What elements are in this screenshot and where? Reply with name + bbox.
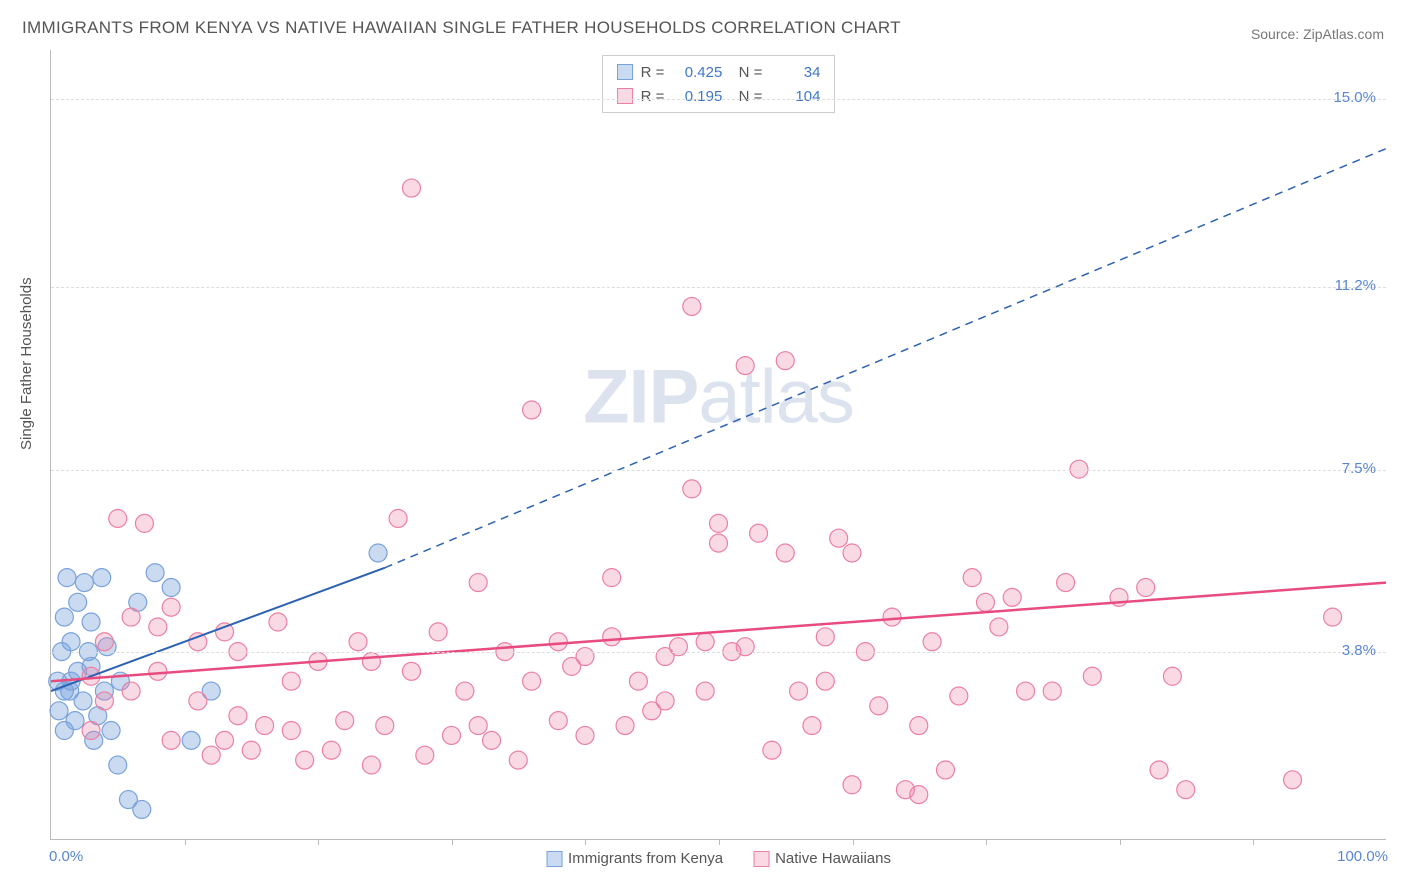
x-tick — [1253, 839, 1254, 845]
stats-r-value-kenya: 0.425 — [672, 64, 722, 81]
chart-area: ZIPatlas R = 0.425 N = 34 R = 0.195 N = … — [50, 50, 1386, 840]
legend-bottom: Immigrants from Kenya Native Hawaiians — [546, 850, 891, 867]
swatch-hawaiian — [617, 88, 633, 104]
x-tick — [853, 839, 854, 845]
trend-line — [51, 583, 1386, 682]
stats-row-hawaiian: R = 0.195 N = 104 — [617, 84, 821, 108]
stats-n-value-kenya: 34 — [770, 64, 820, 81]
swatch-hawaiian — [753, 851, 769, 867]
x-tick — [318, 839, 319, 845]
stats-legend: R = 0.425 N = 34 R = 0.195 N = 104 — [602, 55, 836, 113]
x-max-label: 100.0% — [1337, 848, 1388, 865]
swatch-kenya — [546, 851, 562, 867]
y-tick-label: 7.5% — [1342, 460, 1376, 477]
y-tick-label: 11.2% — [1335, 277, 1376, 294]
gridline — [51, 470, 1386, 471]
stats-n-label: N = — [730, 64, 762, 81]
source-label: Source: ZipAtlas.com — [1251, 26, 1384, 42]
stats-r-label: R = — [641, 64, 665, 81]
swatch-kenya — [617, 64, 633, 80]
trend-layer — [51, 50, 1386, 839]
y-axis-label: Single Father Households — [18, 277, 35, 450]
y-tick-label: 3.8% — [1342, 642, 1376, 659]
x-tick — [986, 839, 987, 845]
x-tick — [185, 839, 186, 845]
legend-label-kenya: Immigrants from Kenya — [568, 850, 723, 867]
stats-row-kenya: R = 0.425 N = 34 — [617, 60, 821, 84]
trend-line — [51, 568, 385, 691]
stats-n-value-hawaiian: 104 — [770, 88, 820, 105]
stats-n-label: N = — [730, 88, 762, 105]
stats-r-value-hawaiian: 0.195 — [672, 88, 722, 105]
x-tick — [719, 839, 720, 845]
x-tick — [1120, 839, 1121, 845]
chart-title: IMMIGRANTS FROM KENYA VS NATIVE HAWAIIAN… — [22, 18, 901, 38]
trend-line-dashed — [385, 149, 1386, 568]
x-min-label: 0.0% — [49, 848, 83, 865]
y-tick-label: 15.0% — [1333, 89, 1376, 106]
stats-r-label: R = — [641, 88, 665, 105]
legend-item-hawaiian: Native Hawaiians — [753, 850, 891, 867]
gridline — [51, 287, 1386, 288]
legend-label-hawaiian: Native Hawaiians — [775, 850, 891, 867]
legend-item-kenya: Immigrants from Kenya — [546, 850, 723, 867]
x-tick — [452, 839, 453, 845]
gridline — [51, 99, 1386, 100]
gridline — [51, 652, 1386, 653]
x-tick — [585, 839, 586, 845]
